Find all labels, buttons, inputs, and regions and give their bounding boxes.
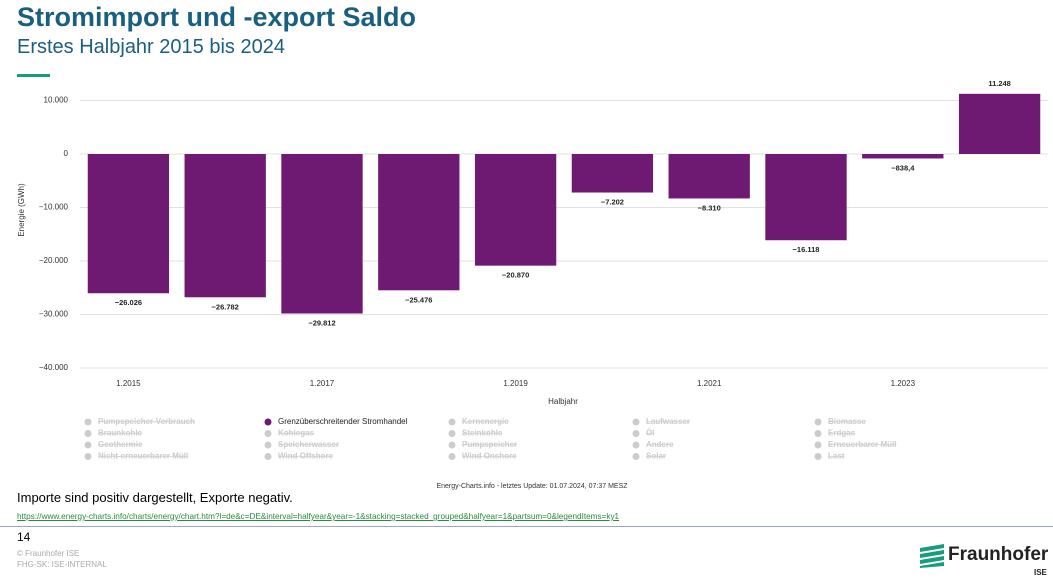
value-label: −16.118 bbox=[793, 245, 820, 254]
y-tick-label: −40.000 bbox=[39, 363, 69, 372]
bar bbox=[765, 154, 847, 241]
subtitle: Erstes Halbjahr 2015 bis 2024 bbox=[17, 36, 285, 58]
value-label: −838,4 bbox=[891, 163, 915, 172]
bar bbox=[474, 154, 557, 266]
title: Stromimport und -export Saldo bbox=[17, 2, 417, 32]
bar bbox=[184, 154, 266, 298]
legend-marker bbox=[84, 430, 92, 437]
value-label: −25.476 bbox=[405, 295, 432, 304]
legend-label[interactable]: Kohlegas bbox=[278, 429, 315, 438]
legend-label[interactable]: Öl bbox=[646, 429, 654, 438]
legend-label[interactable]: Grenzüberschreitender Stromhandel bbox=[278, 417, 408, 426]
legend-label[interactable]: Andere bbox=[646, 440, 674, 449]
legend-marker bbox=[632, 430, 640, 437]
legend-marker bbox=[264, 441, 272, 449]
legend-label[interactable]: Wind Offshore bbox=[278, 452, 334, 461]
y-tick-label: −30.000 bbox=[39, 310, 69, 319]
y-tick-label: −20.000 bbox=[39, 256, 69, 265]
legend-marker bbox=[814, 453, 822, 460]
source: Energy-Charts.info - letztes Update: 01.… bbox=[436, 483, 628, 490]
x-tick-label: 1.2015 bbox=[116, 379, 141, 388]
legend-label[interactable]: Nicht-erneuerbarer Müll bbox=[98, 452, 188, 461]
value-label: −26.026 bbox=[115, 298, 142, 307]
legend-marker bbox=[448, 441, 456, 449]
bar bbox=[571, 154, 654, 193]
legend-label[interactable]: Pumpspeicher bbox=[462, 440, 517, 449]
legend-marker bbox=[84, 441, 92, 449]
divider bbox=[0, 526, 1053, 527]
page-number: 14 bbox=[17, 530, 31, 544]
value-label: −26.782 bbox=[212, 302, 239, 311]
legend-marker bbox=[264, 418, 272, 426]
legend-marker bbox=[448, 453, 456, 460]
logo: Fraunhofer bbox=[948, 544, 1049, 565]
legend-marker bbox=[264, 430, 272, 437]
y-axis-label: Energie (GWh) bbox=[17, 183, 26, 237]
legend-marker bbox=[632, 418, 640, 426]
legend-marker bbox=[448, 418, 456, 426]
x-tick-label: 1.2017 bbox=[310, 379, 335, 388]
legend-label[interactable]: Geothermie bbox=[98, 440, 143, 449]
value-label: −29.812 bbox=[308, 318, 335, 327]
bar bbox=[378, 154, 460, 291]
y-tick-label: 10.000 bbox=[44, 96, 69, 105]
value-label: −20.870 bbox=[502, 271, 529, 280]
x-tick-label: 1.2019 bbox=[503, 379, 528, 388]
legend-marker bbox=[632, 441, 640, 449]
legend-marker bbox=[448, 430, 456, 437]
legend-label[interactable]: Biomasse bbox=[828, 417, 866, 426]
legend-marker bbox=[632, 453, 640, 460]
accent-bar bbox=[17, 74, 50, 77]
logo-sub: ISE bbox=[1034, 568, 1047, 577]
legend-label[interactable]: Pumpspeicher-Verbrauch bbox=[98, 417, 195, 426]
legend-label[interactable]: Erdgas bbox=[828, 429, 856, 438]
source-link[interactable]: https://www.energy-charts.info/charts/en… bbox=[17, 512, 620, 521]
legend-label[interactable]: Steinkohle bbox=[462, 429, 503, 438]
legend-label[interactable]: Kernenergie bbox=[462, 417, 509, 426]
bar bbox=[87, 154, 170, 294]
bar bbox=[668, 154, 750, 199]
legend-label[interactable]: Last bbox=[828, 452, 845, 461]
legend-label[interactable]: Speicherwasser bbox=[278, 440, 339, 449]
bar bbox=[281, 154, 363, 314]
value-label: −8.310 bbox=[698, 203, 721, 212]
x-tick-label: 1.2023 bbox=[891, 379, 916, 388]
bar bbox=[958, 93, 1041, 154]
value-label: 11.248 bbox=[988, 79, 1011, 88]
x-axis-label: Halbjahr bbox=[548, 397, 578, 406]
legend-marker bbox=[814, 418, 822, 426]
legend-label[interactable]: Erneuerbarer Müll bbox=[828, 440, 896, 449]
chart: Energie (GWh) Halbjahr Energy-Charts.inf… bbox=[17, 79, 1048, 490]
value-label: −7.202 bbox=[601, 198, 624, 207]
note: Importe sind positiv dargestellt, Export… bbox=[17, 490, 293, 505]
legend-marker bbox=[814, 430, 822, 437]
legend-label[interactable]: Braunkohle bbox=[98, 429, 143, 438]
x-tick-label: 1.2021 bbox=[697, 379, 722, 388]
y-tick-label: 0 bbox=[64, 149, 69, 158]
y-tick-label: −10.000 bbox=[39, 203, 69, 212]
legend-marker bbox=[84, 418, 92, 426]
legend-marker bbox=[814, 441, 822, 449]
logo-mark bbox=[920, 544, 944, 568]
legend-label[interactable]: Laufwasser bbox=[646, 417, 690, 426]
bar bbox=[862, 154, 944, 159]
classification: FHG-SK: ISE-INTERNAL bbox=[17, 560, 107, 569]
legend-marker bbox=[264, 453, 272, 460]
legend-label[interactable]: Wind Onshore bbox=[462, 452, 517, 461]
copyright: © Fraunhofer ISE bbox=[17, 549, 80, 558]
legend-label[interactable]: Solar bbox=[646, 452, 666, 461]
legend-marker bbox=[84, 453, 92, 460]
